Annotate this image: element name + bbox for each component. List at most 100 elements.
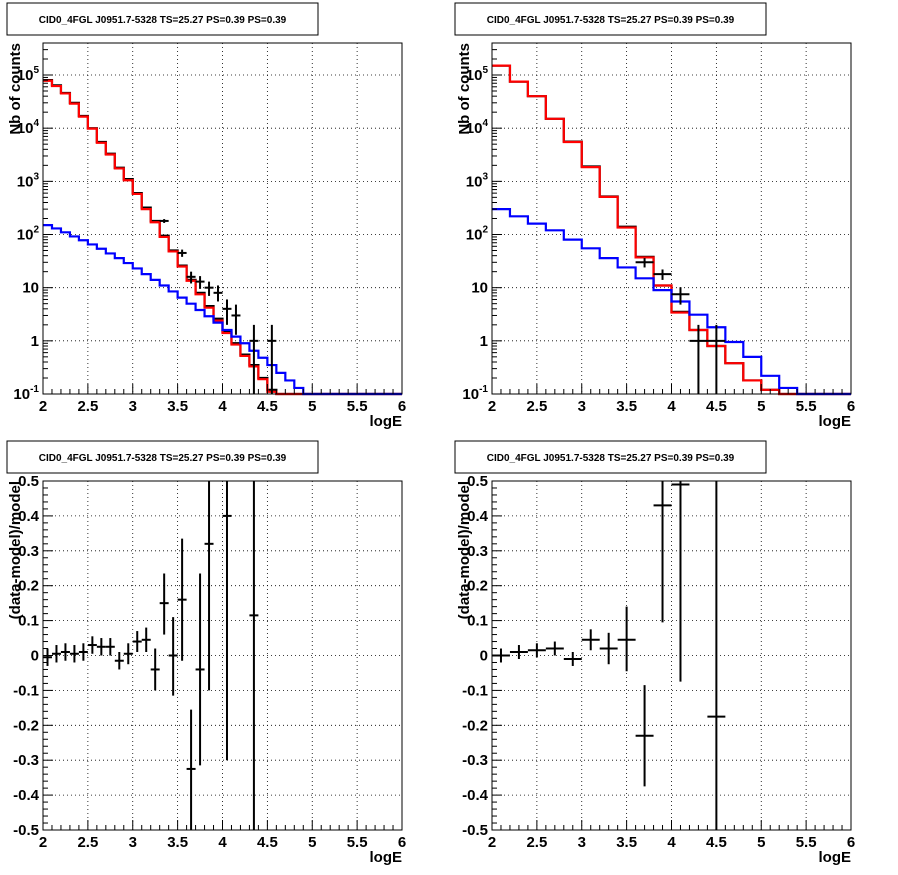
data-point [195, 573, 205, 766]
data-point [249, 324, 259, 394]
data-point [689, 324, 708, 394]
x-tick-label: 4.5 [706, 834, 727, 851]
y-tick-label: 105 [466, 65, 489, 84]
y-tick-label: 0.5 [467, 473, 488, 490]
y-tick-label: 10-1 [13, 384, 39, 403]
x-axis-label: logE [370, 413, 403, 430]
x-tick-label: 4 [667, 398, 676, 415]
plot-title: CID0_4FGL J0951.7-5328 TS=25.27 PS=0.39 … [487, 453, 735, 464]
data-point [635, 258, 654, 268]
data-point [222, 481, 232, 761]
data-point [635, 685, 654, 787]
y-tick-label: -0.2 [13, 717, 39, 734]
y-tick-label: 0.4 [467, 508, 489, 525]
x-tick-label: 2.5 [77, 834, 98, 851]
y-axis-label: Nb of counts [456, 43, 473, 135]
plot-panel-4: CID0_4FGL J0951.7-5328 TS=25.27 PS=0.39 … [454, 440, 855, 866]
y-tick-label: 10 [471, 280, 488, 297]
plot-title: CID0_4FGL J0951.7-5328 TS=25.27 PS=0.39 … [487, 15, 735, 26]
x-tick-label: 3.5 [616, 834, 637, 851]
y-tick-label: 0.5 [18, 473, 39, 490]
y-tick-label: -0.1 [13, 682, 39, 699]
y-tick-label: -0.2 [462, 717, 488, 734]
x-tick-label: 4.5 [706, 398, 727, 415]
y-tick-label: 0.3 [467, 543, 488, 560]
x-tick-label: 4 [218, 834, 227, 851]
plot-panel-1: CID0_4FGL J0951.7-5328 TS=25.27 PS=0.39 … [6, 2, 406, 430]
y-tick-label: 0 [480, 648, 488, 665]
data-point [96, 638, 106, 656]
x-tick-label: 3.5 [616, 398, 637, 415]
histogram-series-3 [492, 208, 851, 396]
x-axis-label: logE [819, 413, 852, 430]
x-tick-label: 2.5 [526, 834, 547, 851]
y-tick-label: 104 [466, 118, 489, 137]
data-point [177, 538, 187, 661]
x-tick-label: 2 [39, 834, 47, 851]
data-point [186, 709, 196, 830]
data-point [563, 652, 582, 666]
x-tick-label: 2 [488, 398, 496, 415]
y-tick-label: 1 [480, 333, 488, 350]
x-tick-label: 6 [847, 398, 855, 415]
data-point [141, 627, 151, 653]
y-tick-label: 0.2 [467, 578, 488, 595]
y-tick-label: -0.5 [13, 822, 39, 839]
y-tick-label: 103 [466, 171, 489, 190]
y-tick-label: 0.4 [18, 508, 40, 525]
data-point [204, 481, 214, 691]
x-tick-label: 6 [847, 834, 855, 851]
x-tick-label: 5 [757, 398, 765, 415]
plot-title: CID0_4FGL J0951.7-5328 TS=25.27 PS=0.39 … [39, 15, 287, 26]
data-point [43, 648, 52, 666]
y-tick-label: 10 [22, 280, 39, 297]
y-tick-label: -0.4 [462, 787, 489, 804]
x-tick-label: 4.5 [257, 398, 278, 415]
data-point [123, 643, 133, 665]
x-tick-label: 3 [129, 398, 137, 415]
data-point [195, 276, 205, 289]
title-box [6, 440, 319, 474]
data-point [60, 643, 70, 661]
plot-panel-2: CID0_4FGL J0951.7-5328 TS=25.27 PS=0.39 … [454, 2, 855, 430]
data-point [69, 645, 79, 663]
data-point [509, 645, 528, 659]
data-point [249, 481, 259, 830]
x-tick-label: 4 [667, 834, 676, 851]
y-axis-label: Nb of counts [7, 43, 24, 135]
data-point [105, 638, 115, 656]
x-axis-label: logE [370, 849, 403, 866]
data-point [653, 269, 672, 280]
y-tick-label: -0.3 [13, 752, 39, 769]
title-box [454, 2, 767, 36]
x-tick-label: 2 [39, 398, 47, 415]
data-point [168, 617, 178, 696]
y-tick-label: 0.2 [18, 578, 39, 595]
x-tick-label: 3 [578, 398, 586, 415]
data-point [581, 629, 600, 651]
y-tick-label: 103 [17, 171, 40, 190]
data-point [671, 287, 690, 305]
x-tick-label: 5.5 [796, 834, 817, 851]
data-point [231, 304, 241, 335]
data-point [267, 324, 277, 394]
data-point [707, 324, 726, 394]
x-tick-label: 5.5 [347, 398, 368, 415]
data-point [653, 481, 672, 623]
y-tick-label: 0.1 [18, 613, 39, 630]
title-box [6, 2, 319, 36]
x-tick-label: 5.5 [347, 834, 368, 851]
data-point [527, 643, 546, 658]
y-tick-label: 105 [17, 65, 40, 84]
x-tick-label: 2.5 [526, 398, 547, 415]
x-tick-label: 3 [129, 834, 137, 851]
y-tick-label: 0.3 [18, 543, 39, 560]
data-point [87, 636, 97, 654]
x-tick-label: 3.5 [167, 834, 188, 851]
y-tick-label: 102 [466, 225, 489, 244]
y-tick-label: 0 [31, 648, 39, 665]
y-tick-label: 1 [31, 333, 39, 350]
x-tick-label: 6 [398, 398, 406, 415]
data-point [159, 219, 169, 223]
